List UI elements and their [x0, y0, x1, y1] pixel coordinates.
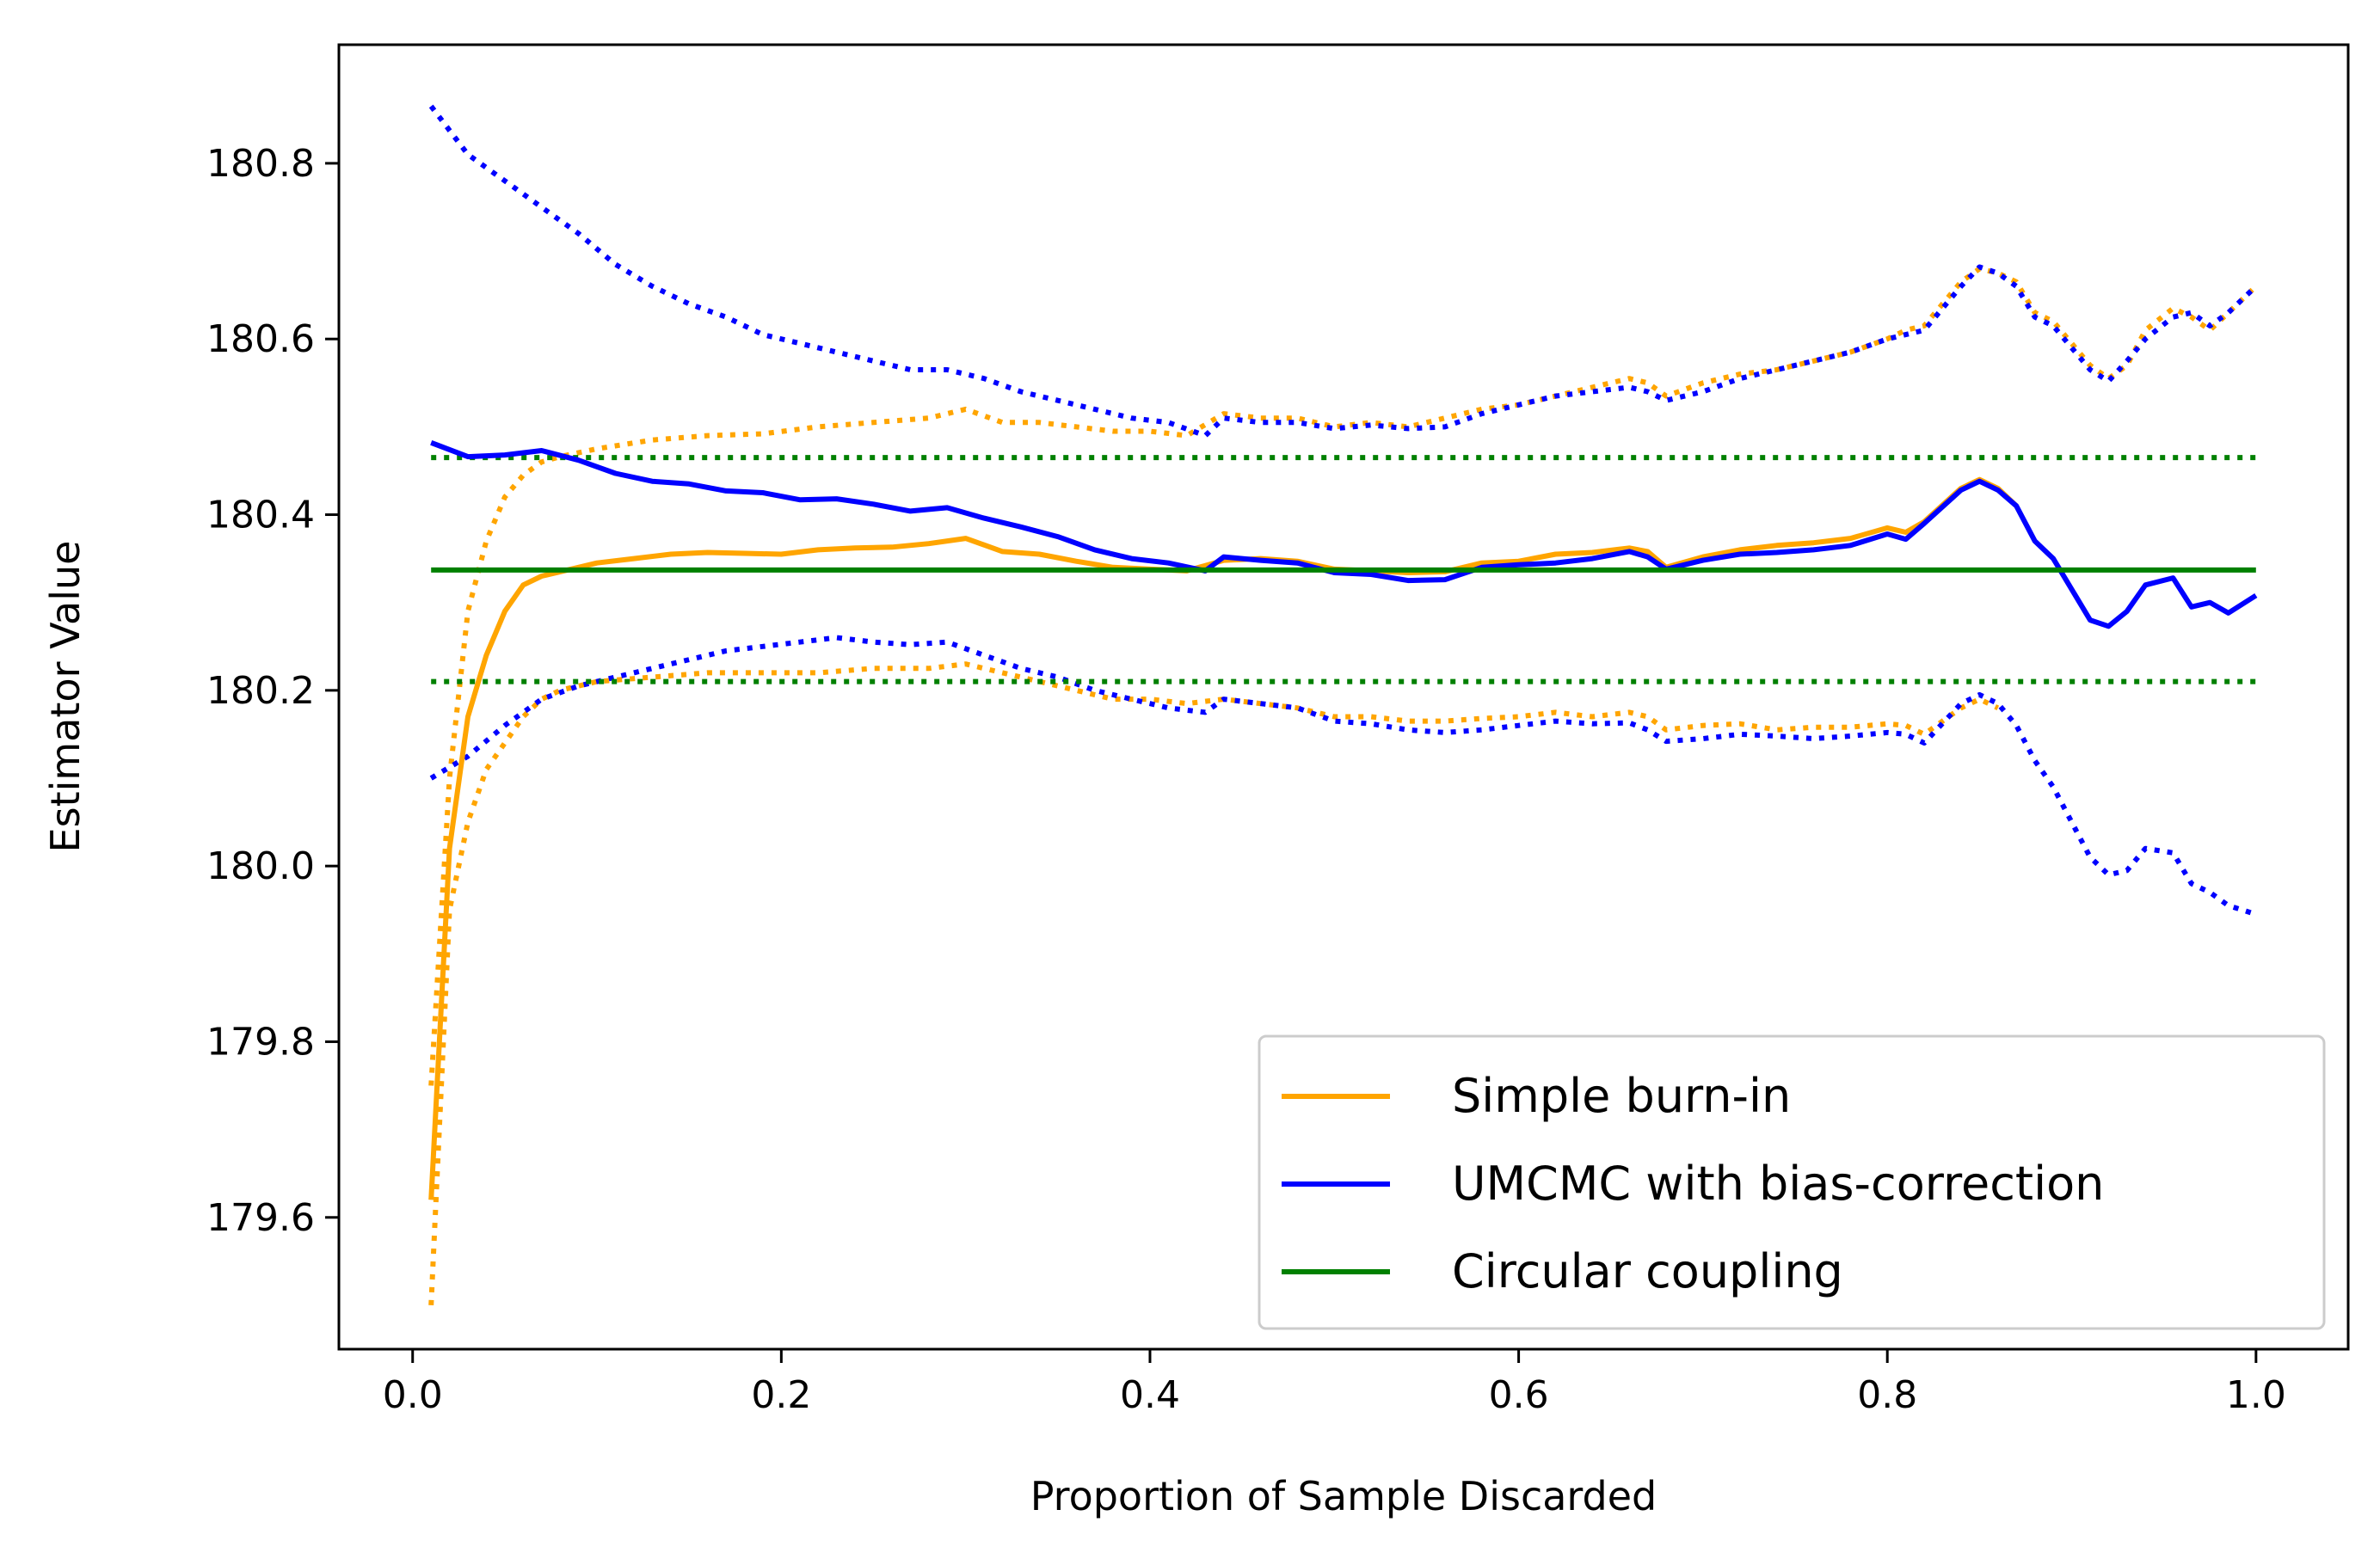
y-tick-label: 179.8 [206, 1020, 315, 1064]
series-line-0 [428, 476, 2019, 1200]
plot-frame [337, 43, 2350, 1351]
x-tick-label: 0.6 [1489, 1373, 1549, 1417]
y-tick-label: 179.6 [206, 1196, 315, 1240]
series-line-1 [430, 439, 2258, 629]
y-tick-label: 180.8 [206, 142, 315, 186]
x-tick-label: 0.8 [1857, 1373, 1917, 1417]
x-axis: 0.0 0.2 0.4 0.6 0.8 1.0 [383, 1349, 2286, 1417]
plot-lines [428, 104, 2258, 1306]
y-tick-label: 180.4 [206, 494, 315, 537]
x-tick-label: 0.0 [383, 1373, 443, 1417]
series-line-5-dotted [428, 104, 2258, 439]
legend-entry: UMCMC with bias-correction [1452, 1157, 2104, 1211]
legend-entry: Simple burn-in [1452, 1069, 1791, 1123]
series-line-6-dotted [429, 635, 2257, 918]
y-tick-label: 180.2 [206, 669, 315, 713]
legend-entry: Circular coupling [1452, 1244, 1843, 1298]
y-tick-label: 180.6 [206, 317, 315, 361]
x-tick-label: 1.0 [2226, 1373, 2286, 1417]
x-tick-label: 0.2 [751, 1373, 811, 1417]
y-tick-label: 180.0 [206, 844, 315, 888]
x-tick-label: 0.4 [1120, 1373, 1180, 1417]
x-axis-label: Proportion of Sample Discarded [1030, 1473, 1657, 1519]
legend-box [1258, 1034, 2326, 1330]
y-axis-label: Estimator Value [42, 541, 89, 853]
legend: Simple burn-in UMCMC with bias-correction… [1258, 1034, 2326, 1330]
y-axis: 179.6 179.8 180.0 180.2 180.4 180.6 180.8 [206, 142, 339, 1240]
